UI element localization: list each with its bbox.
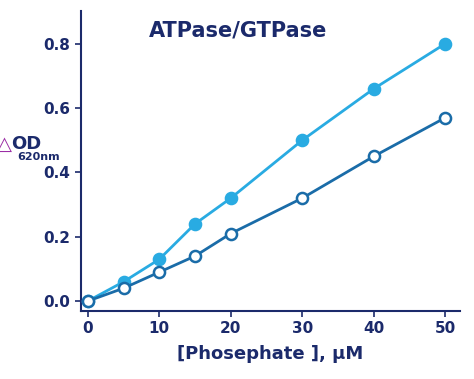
- Text: OD: OD: [11, 135, 41, 153]
- Text: 620nm: 620nm: [18, 152, 60, 162]
- X-axis label: [Phosephate ], μM: [Phosephate ], μM: [177, 345, 363, 363]
- Text: ATPase/GTPase: ATPase/GTPase: [149, 20, 327, 40]
- Text: △: △: [0, 135, 12, 153]
